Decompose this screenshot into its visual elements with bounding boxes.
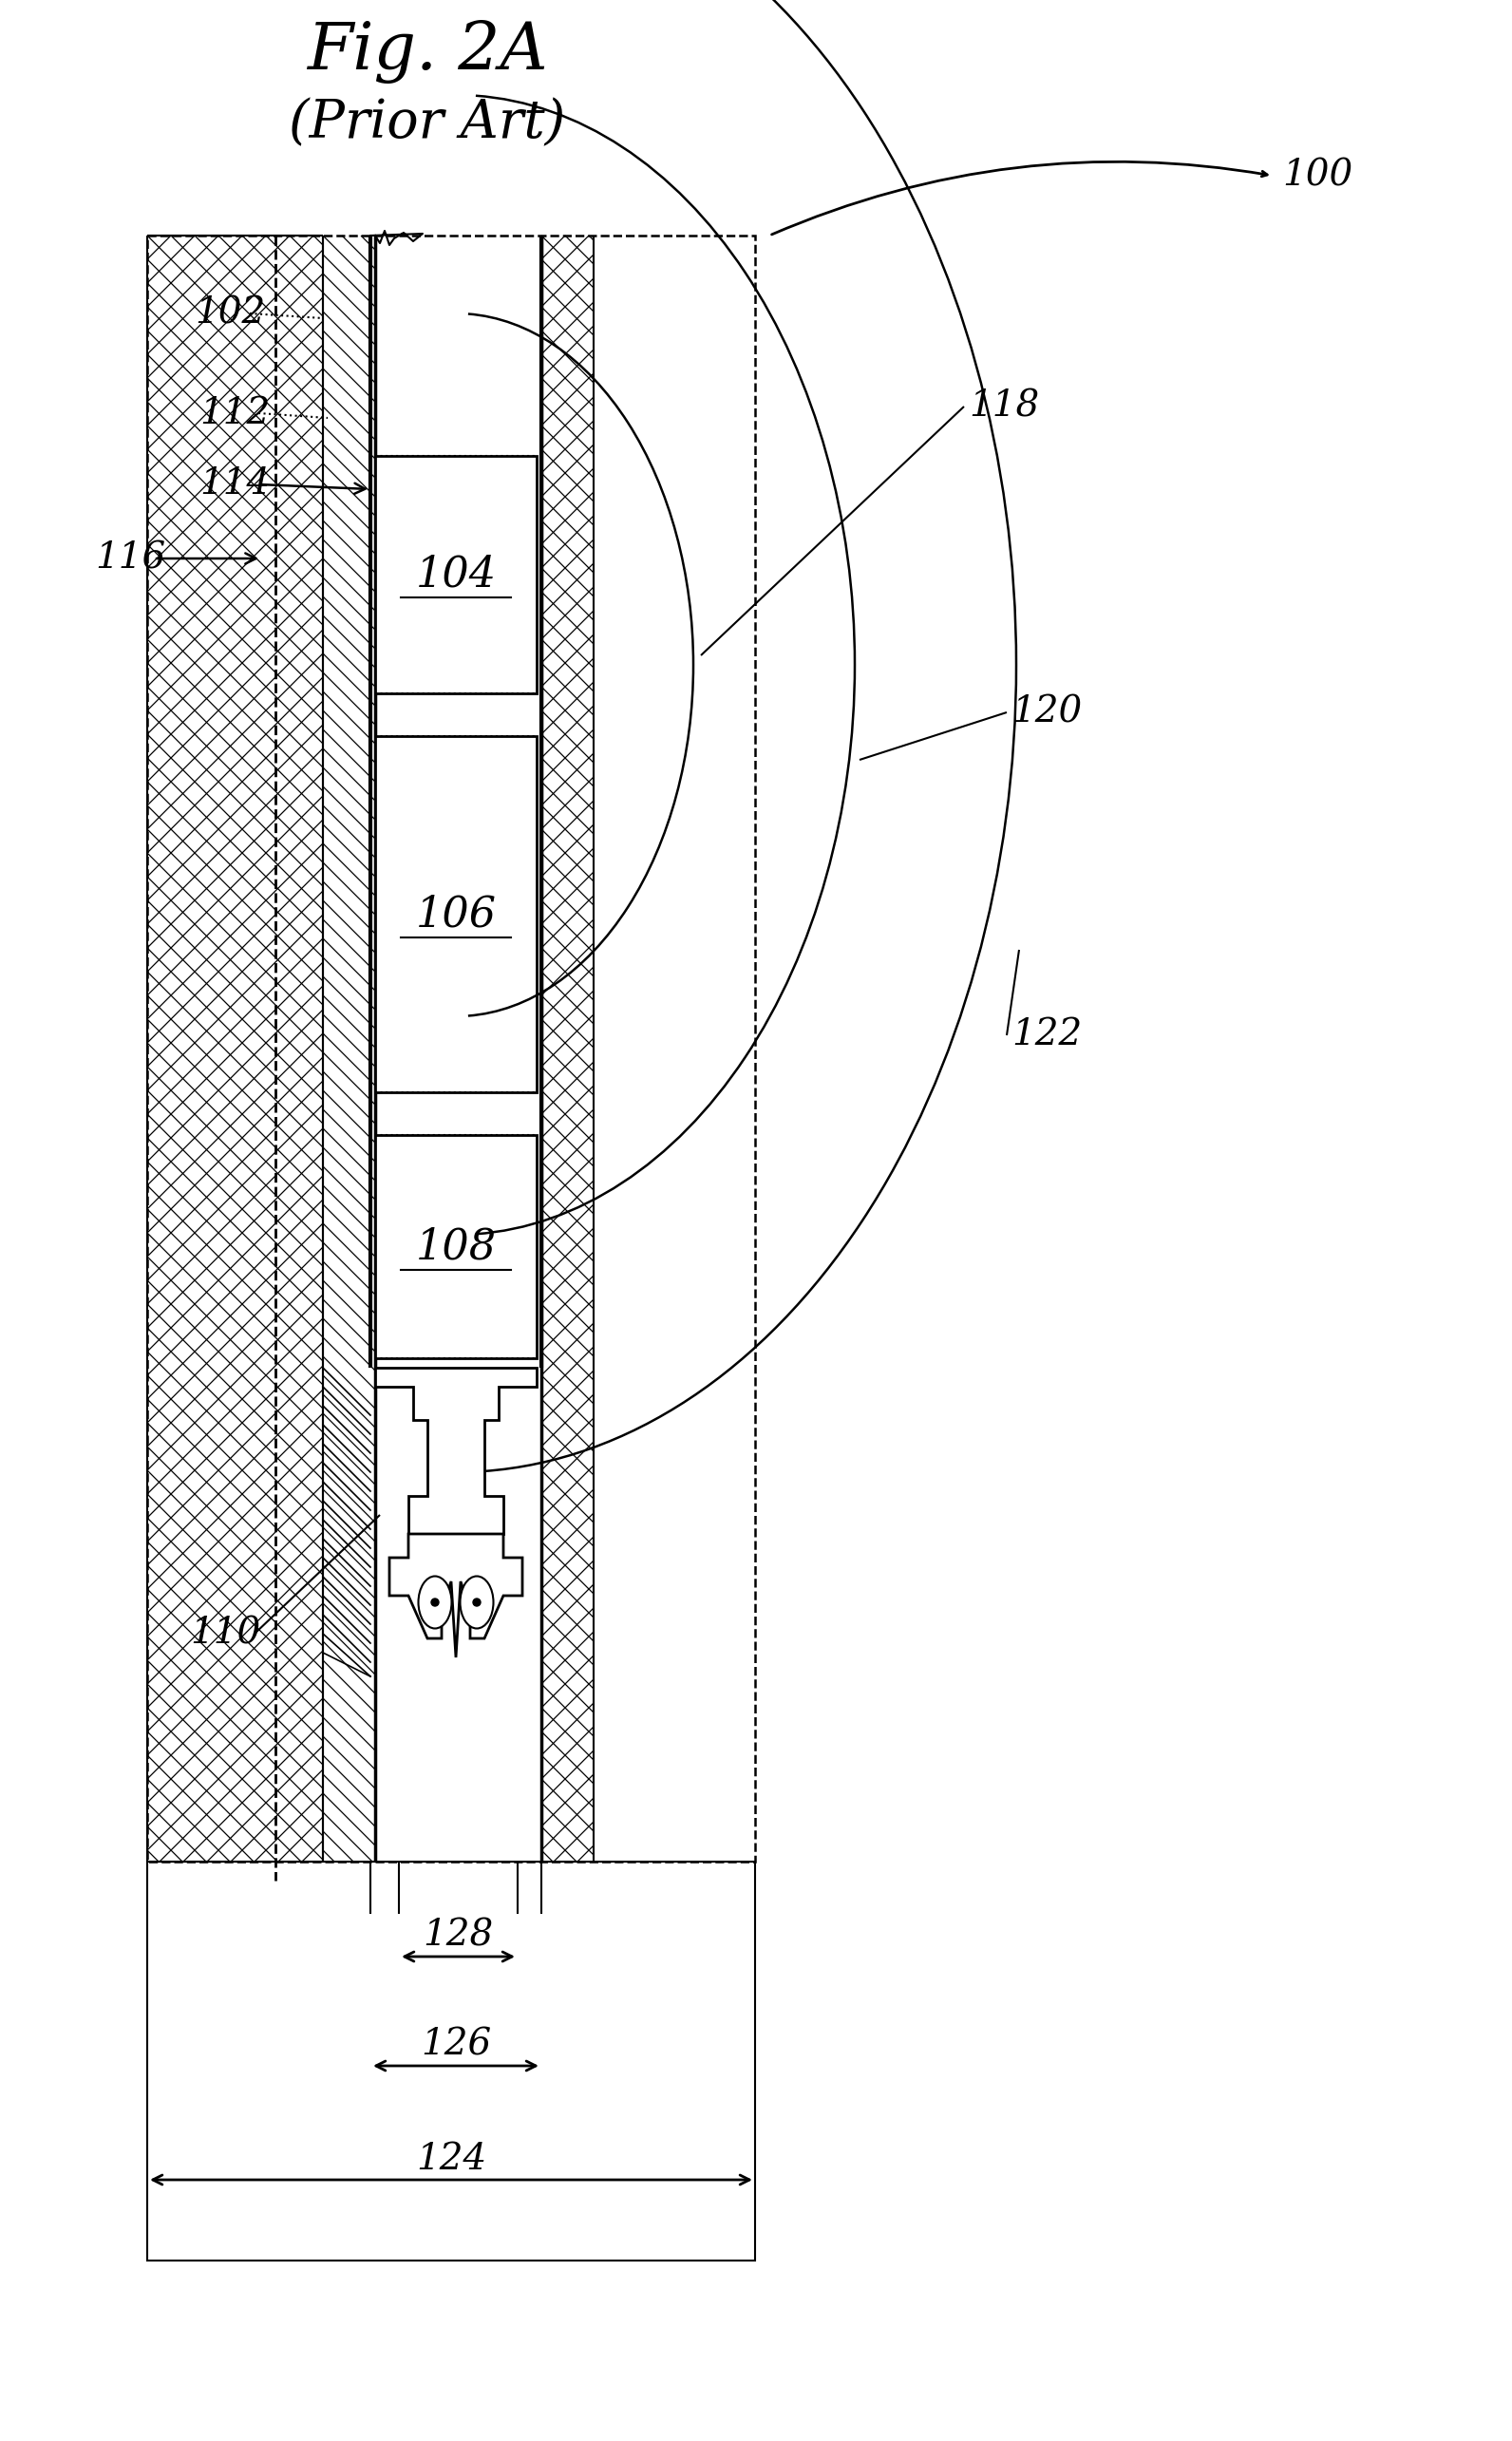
Text: 100: 100 [1282,159,1353,193]
Text: 126: 126 [420,2028,491,2063]
Text: 116: 116 [95,542,165,576]
Text: 110: 110 [191,1616,260,1650]
Polygon shape [390,1533,522,1657]
Bar [375,456,537,693]
Text: 128: 128 [423,1919,493,1953]
Ellipse shape [473,1599,481,1606]
Text: 108: 108 [416,1225,496,1267]
Text: 112: 112 [200,395,271,430]
Ellipse shape [431,1599,438,1606]
Text: 102: 102 [195,295,265,332]
Text: (Prior Art): (Prior Art) [289,98,565,149]
Bar [147,234,754,1862]
Ellipse shape [419,1577,452,1628]
Ellipse shape [460,1577,493,1628]
Text: 124: 124 [416,2141,487,2177]
Text: 120: 120 [1012,696,1083,730]
Text: 106: 106 [416,893,496,935]
Bar [375,1135,537,1357]
Text: 122: 122 [1012,1018,1083,1052]
Bar [147,1862,754,2260]
Text: 118: 118 [969,388,1039,425]
Polygon shape [375,1367,537,1533]
Text: 114: 114 [200,466,271,503]
Bar [375,737,537,1091]
Text: 104: 104 [416,554,496,596]
Text: Fig. 2A: Fig. 2A [307,20,547,83]
